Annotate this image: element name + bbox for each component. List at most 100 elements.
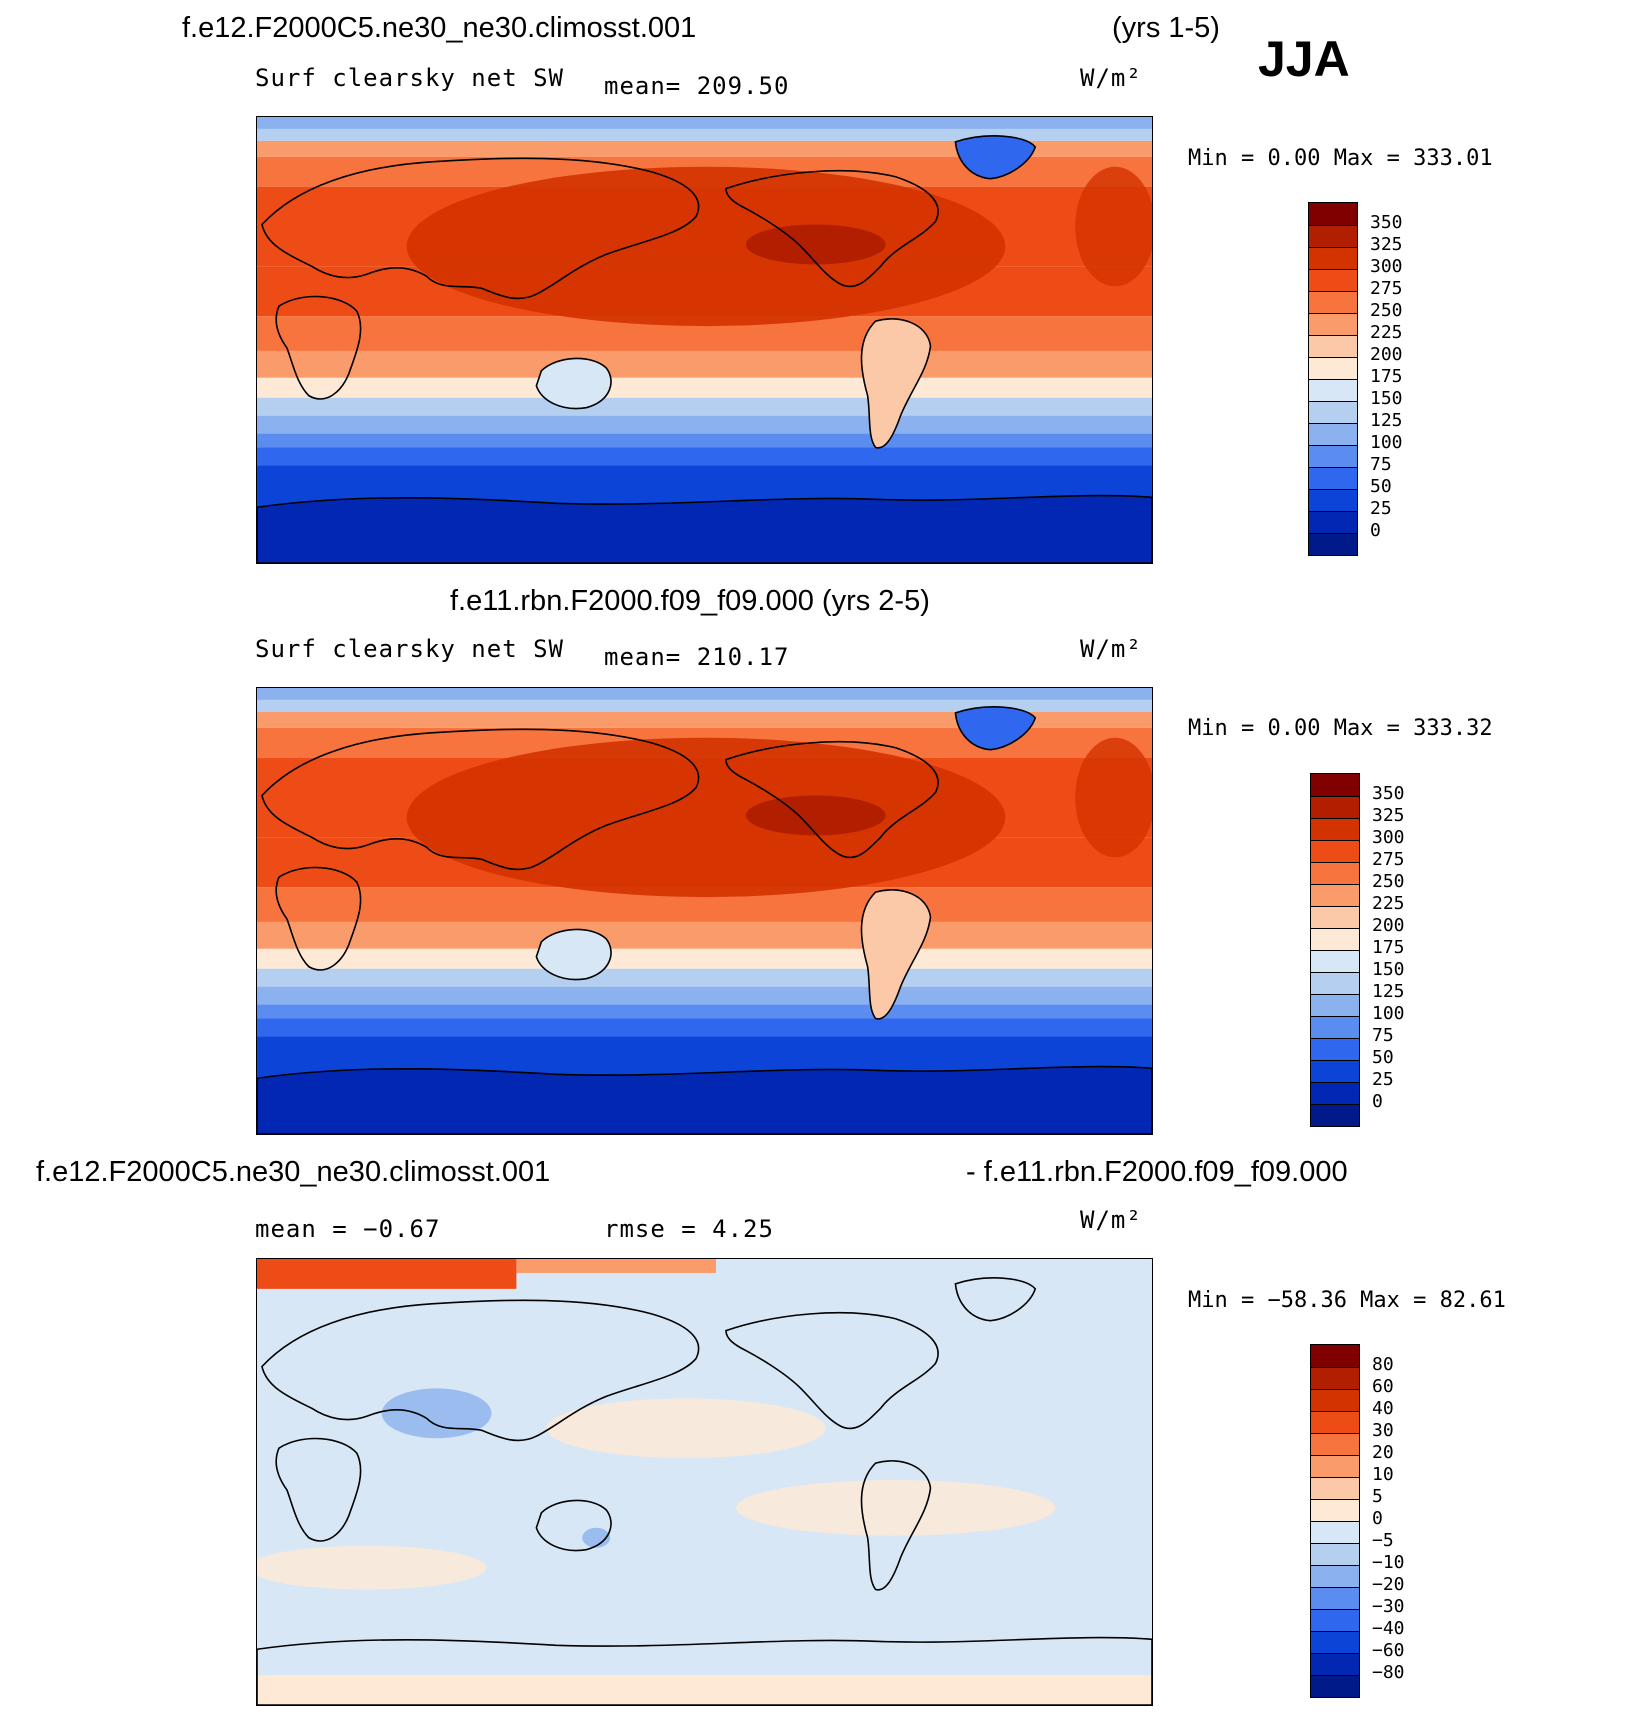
panel-2-units: W/m²: [1080, 635, 1142, 663]
colorbar-label: −80: [1372, 1662, 1405, 1683]
coastline-greenland: [954, 706, 1037, 751]
panel-2-colorbar: [1310, 773, 1360, 1127]
colorbar-label: 125: [1372, 981, 1405, 1002]
coastline-australia: [535, 1499, 612, 1552]
panel-1-variable: Surf clearsky net SW: [255, 64, 564, 92]
colorbar-swatch: [1311, 1016, 1359, 1038]
colorbar-swatch: [1311, 1565, 1359, 1587]
colorbar-swatch: [1311, 1477, 1359, 1499]
colorbar-swatch: [1311, 862, 1359, 884]
colorbar-label: 40: [1372, 1398, 1394, 1419]
colorbar-label: 250: [1370, 300, 1403, 321]
colorbar-label: 50: [1372, 1047, 1394, 1068]
colorbar-swatch: [1311, 1389, 1359, 1411]
colorbar-label: 75: [1370, 454, 1392, 475]
coastline-namerica: [725, 1311, 939, 1430]
colorbar-swatch: [1309, 423, 1357, 445]
coastline-namerica: [725, 169, 939, 288]
colorbar-swatch: [1309, 335, 1357, 357]
colorbar-label: −10: [1372, 1552, 1405, 1573]
colorbar-swatch: [1309, 247, 1357, 269]
colorbar-label: −60: [1372, 1640, 1405, 1661]
panel-3-title-right: - f.e11.rbn.F2000.f09_f09.000: [966, 1156, 1348, 1188]
panel-2-minmax: Min = 0.00 Max = 333.32: [1188, 716, 1493, 741]
colorbar-label: 0: [1372, 1508, 1383, 1529]
colorbar-swatch: [1311, 1038, 1359, 1060]
colorbar-swatch: [1311, 1082, 1359, 1104]
panel-3-units: W/m²: [1080, 1206, 1142, 1234]
colorbar-swatch: [1311, 972, 1359, 994]
panel-1-map: [256, 116, 1153, 564]
map-canvas: [257, 117, 1152, 563]
colorbar-swatch: [1311, 1675, 1359, 1697]
panel-3-colorbar: [1310, 1344, 1360, 1698]
colorbar-label: 75: [1372, 1025, 1394, 1046]
colorbar-swatch: [1309, 203, 1357, 225]
colorbar-swatch: [1309, 511, 1357, 533]
panel-1-mean: mean= 209.50: [604, 72, 790, 100]
colorbar-swatch: [1311, 906, 1359, 928]
colorbar-label: 350: [1370, 212, 1403, 233]
coastline-namerica: [725, 740, 939, 859]
coastline-eurasia: [261, 728, 700, 871]
colorbar-label: −40: [1372, 1618, 1405, 1639]
coastline-antarctica: [257, 1636, 1152, 1705]
colorbar-swatch: [1311, 950, 1359, 972]
panel-1-units: W/m²: [1080, 64, 1142, 92]
colorbar-label: 325: [1370, 234, 1403, 255]
colorbar-swatch: [1311, 1543, 1359, 1565]
coastline-eurasia: [261, 1299, 700, 1442]
colorbar-swatch: [1309, 291, 1357, 313]
colorbar-swatch: [1311, 796, 1359, 818]
panel-3-rmse: rmse = 4.25: [604, 1215, 774, 1243]
colorbar-swatch: [1311, 1433, 1359, 1455]
coastline-australia: [535, 928, 612, 981]
colorbar-label: 175: [1372, 937, 1405, 958]
colorbar-label: 300: [1372, 827, 1405, 848]
colorbar-swatch: [1309, 313, 1357, 335]
colorbar-swatch: [1311, 1499, 1359, 1521]
colorbar-swatch: [1311, 928, 1359, 950]
colorbar-swatch: [1311, 1411, 1359, 1433]
colorbar-swatch: [1311, 1587, 1359, 1609]
colorbar-label: −5: [1372, 1530, 1394, 1551]
colorbar-swatch: [1311, 774, 1359, 796]
colorbar-swatch: [1311, 1104, 1359, 1126]
colorbar-swatch: [1311, 884, 1359, 906]
coastline-australia: [535, 357, 612, 410]
colorbar-swatch: [1309, 357, 1357, 379]
colorbar-swatch: [1309, 379, 1357, 401]
colorbar-label: 10: [1372, 1464, 1394, 1485]
colorbar-label: −30: [1372, 1596, 1405, 1617]
panel-2-title: f.e11.rbn.F2000.f09_f09.000 (yrs 2-5): [450, 585, 930, 617]
colorbar-label: 275: [1372, 849, 1405, 870]
coastline-greenland: [954, 135, 1037, 180]
colorbar-label: 25: [1372, 1069, 1394, 1090]
colorbar-swatch: [1311, 1609, 1359, 1631]
panel-1-title-right: (yrs 1-5): [1112, 12, 1220, 44]
panel-1-title-left: f.e12.F2000C5.ne30_ne30.climosst.001: [182, 12, 697, 44]
colorbar-label: 0: [1372, 1091, 1383, 1112]
colorbar-label: 150: [1372, 959, 1405, 980]
colorbar-label: 5: [1372, 1486, 1383, 1507]
colorbar-swatch: [1309, 489, 1357, 511]
colorbar-swatch: [1309, 225, 1357, 247]
coastline-eurasia: [261, 157, 700, 300]
colorbar-swatch: [1311, 840, 1359, 862]
coastline-antarctica: [257, 1065, 1152, 1134]
coastline-africa: [275, 1437, 362, 1542]
colorbar-label: 100: [1372, 1003, 1405, 1024]
colorbar-label: 50: [1370, 476, 1392, 497]
panel-1-colorbar: [1308, 202, 1358, 556]
coastline-samerica: [860, 318, 932, 449]
colorbar-swatch: [1309, 269, 1357, 291]
colorbar-label: 300: [1370, 256, 1403, 277]
panel-2-mean: mean= 210.17: [604, 643, 790, 671]
panel-3-map: [256, 1258, 1153, 1706]
colorbar-swatch: [1311, 1521, 1359, 1543]
colorbar-label: 0: [1370, 520, 1381, 541]
coastline-samerica: [860, 889, 932, 1020]
colorbar-swatch: [1309, 467, 1357, 489]
colorbar-label: 200: [1370, 344, 1403, 365]
colorbar-label: 30: [1372, 1420, 1394, 1441]
